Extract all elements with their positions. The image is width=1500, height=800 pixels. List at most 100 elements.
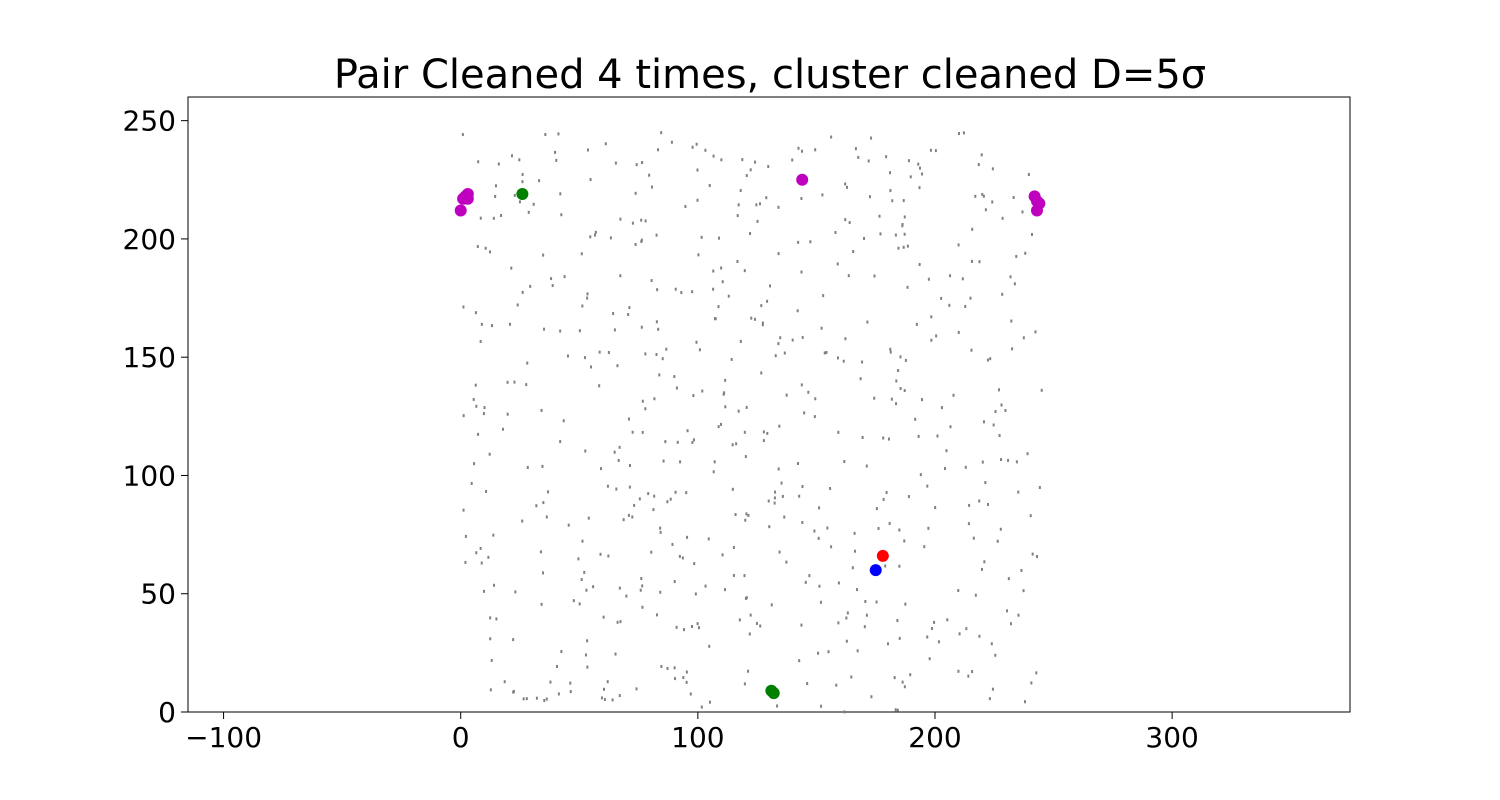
background-point: [542, 253, 545, 257]
background-point: [660, 664, 663, 668]
background-point: [641, 161, 644, 165]
background-point: [479, 339, 482, 343]
series-point: [796, 173, 809, 186]
background-point: [934, 506, 937, 510]
background-point: [918, 166, 921, 170]
background-point: [906, 244, 909, 248]
x-axis: −100 0 100 200 300: [185, 712, 1199, 754]
background-point: [797, 146, 800, 150]
background-point: [981, 460, 984, 464]
background-point: [462, 305, 465, 309]
background-point: [679, 460, 682, 464]
background-point: [801, 521, 804, 525]
background-point: [644, 219, 647, 223]
background-point: [629, 464, 632, 468]
background-point: [723, 588, 726, 592]
background-point: [479, 546, 482, 550]
background-point: [586, 296, 589, 300]
background-point: [957, 243, 960, 247]
background-point: [875, 600, 878, 604]
background-point: [735, 442, 738, 446]
background-point: [535, 696, 538, 700]
background-point: [923, 545, 926, 549]
background-point: [686, 429, 689, 433]
background-point: [796, 309, 799, 313]
background-point: [819, 600, 822, 604]
background-point: [835, 683, 838, 687]
background-point: [909, 673, 912, 677]
background-point: [477, 160, 480, 164]
background-point: [842, 359, 845, 363]
background-point: [887, 437, 890, 441]
background-point: [777, 205, 780, 209]
background-point: [970, 348, 973, 352]
background-point: [707, 537, 710, 541]
y-tick-label: 100: [123, 459, 176, 492]
background-point: [986, 358, 989, 362]
background-point: [722, 392, 725, 396]
background-point: [680, 291, 683, 295]
background-point: [631, 221, 634, 225]
background-point: [889, 189, 892, 193]
background-point: [825, 350, 828, 354]
background-point: [744, 455, 747, 459]
background-point: [738, 618, 741, 622]
background-point: [930, 315, 933, 319]
background-point: [984, 208, 987, 212]
background-point: [708, 700, 711, 704]
background-point: [969, 296, 972, 300]
x-tick-label: 0: [452, 721, 470, 754]
background-point: [798, 494, 801, 498]
background-point: [957, 330, 960, 334]
background-point: [560, 213, 563, 217]
background-point: [521, 173, 524, 177]
background-point: [655, 613, 658, 617]
background-point: [635, 687, 638, 691]
background-point: [1024, 251, 1027, 255]
background-point: [727, 294, 730, 298]
background-point: [767, 499, 770, 503]
background-point: [472, 397, 475, 401]
chart-title: Pair Cleaned 4 times, cluster cleaned D=…: [334, 52, 1206, 98]
background-point: [888, 521, 891, 525]
background-point: [586, 665, 589, 669]
background-point: [756, 219, 759, 223]
background-point: [766, 431, 769, 435]
background-point: [509, 322, 512, 326]
background-point: [674, 677, 677, 681]
background-point: [901, 680, 904, 684]
background-point: [1015, 460, 1018, 464]
background-point: [692, 394, 695, 398]
background-point: [940, 296, 943, 300]
background-point: [477, 432, 480, 436]
y-tick-label: 200: [123, 223, 176, 256]
background-point: [918, 186, 921, 190]
background-point: [606, 680, 609, 684]
series-point: [869, 564, 882, 577]
background-point: [989, 357, 992, 361]
background-point: [868, 195, 871, 199]
background-point: [562, 419, 565, 423]
background-point: [760, 371, 763, 375]
background-point: [783, 515, 786, 519]
background-point: [671, 542, 674, 546]
background-point: [634, 191, 637, 195]
background-point: [627, 417, 630, 421]
background-point: [781, 494, 784, 498]
series-point: [767, 687, 780, 700]
background-point: [473, 462, 476, 466]
background-point: [823, 351, 826, 355]
background-point: [806, 682, 809, 686]
background-point: [650, 550, 653, 554]
background-point: [768, 525, 771, 529]
background-point: [918, 262, 921, 266]
background-point: [994, 410, 997, 414]
background-point: [974, 593, 977, 597]
background-point: [594, 233, 597, 237]
background-point: [801, 335, 804, 339]
background-point: [704, 584, 707, 588]
background-point: [853, 549, 856, 553]
background-point: [749, 168, 752, 172]
background-point: [482, 412, 485, 416]
background-point: [512, 690, 515, 694]
